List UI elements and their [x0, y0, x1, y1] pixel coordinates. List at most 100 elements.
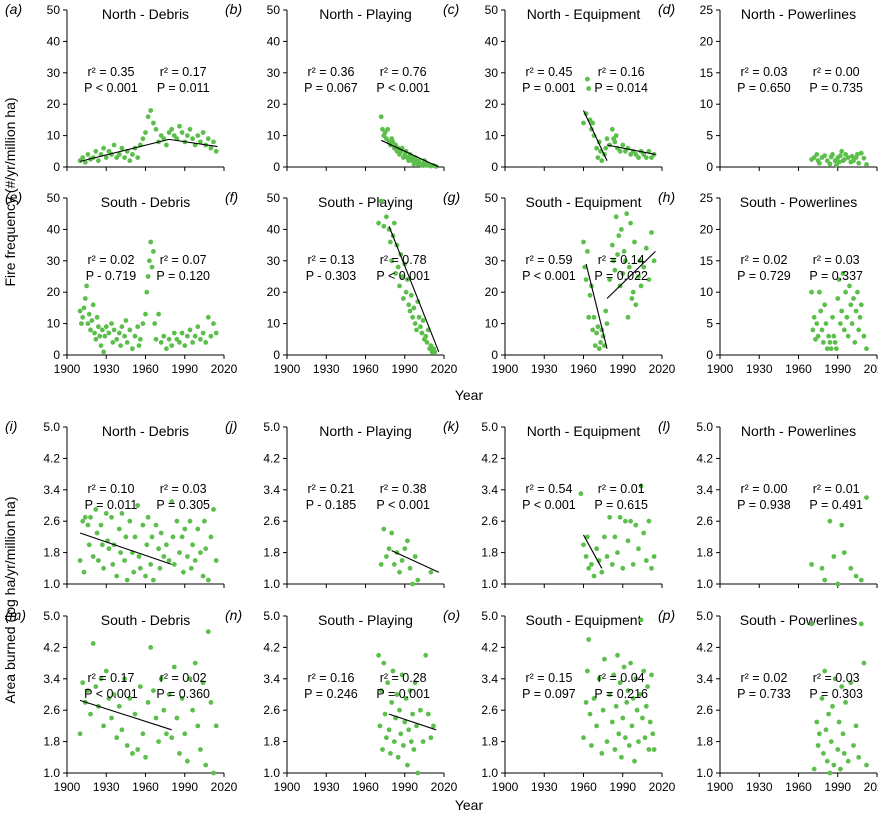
x-tick-label: 2020: [864, 362, 878, 376]
y-tick-label: 20: [485, 97, 499, 111]
y-tick-label: 1.8: [481, 546, 498, 560]
data-point: [174, 715, 180, 721]
data-point: [208, 145, 214, 151]
data-point: [822, 302, 828, 308]
y-tick-label: 1.8: [481, 735, 498, 749]
data-point: [153, 126, 159, 132]
data-point: [633, 302, 639, 308]
data-point: [641, 264, 647, 270]
data-point: [386, 727, 392, 733]
data-point: [630, 289, 636, 295]
data-point: [143, 754, 148, 760]
data-point: [122, 155, 127, 161]
data-point: [166, 130, 172, 135]
panel-p: 1.0 1.8 2.6 3.4 4.2 5.0 1900 1930 1960 1990 2020 (p…: [658, 607, 878, 794]
panel-title: North - Debris: [102, 6, 189, 22]
data-point: [595, 324, 601, 330]
x-tick-label: 1960: [785, 362, 812, 376]
data-point: [629, 296, 635, 301]
data-point: [171, 330, 177, 336]
data-point: [651, 554, 657, 559]
data-point: [823, 727, 829, 733]
panel-letter: (p): [658, 607, 675, 623]
panel-letter: (b): [225, 1, 242, 17]
r2-label: r² = 0.07: [160, 253, 207, 267]
x-tick-label: 1990: [609, 780, 636, 794]
y-tick-label: 4.2: [43, 640, 60, 654]
data-point: [628, 660, 633, 666]
p-value-label: P = 0.337: [809, 269, 863, 283]
data-point: [843, 700, 848, 705]
data-point: [130, 751, 135, 756]
y-tick-label: 30: [267, 66, 281, 80]
y-tick-label: 40: [47, 222, 61, 236]
data-point: [140, 522, 146, 528]
data-point: [381, 526, 387, 532]
data-point: [841, 157, 847, 162]
data-point: [156, 739, 162, 744]
data-point: [412, 680, 418, 686]
data-point: [213, 723, 219, 729]
data-point: [629, 723, 635, 729]
data-point: [839, 522, 845, 528]
data-point: [411, 161, 417, 167]
x-tick-label: 1900: [274, 362, 301, 376]
data-point: [810, 327, 816, 333]
panel-l: 1.0 1.8 2.6 3.4 4.2 5.0 (l) North - Powerlines r…: [658, 418, 878, 591]
data-point: [416, 314, 422, 320]
data-point: [89, 318, 95, 323]
data-point: [414, 327, 419, 333]
data-point: [616, 731, 622, 737]
trend-line: [585, 263, 608, 349]
y-tick-label: 30: [47, 254, 61, 268]
data-point: [127, 696, 133, 701]
y-tick-label: 30: [47, 66, 61, 80]
data-point: [202, 518, 207, 524]
data-point: [583, 277, 589, 282]
data-point: [406, 302, 412, 308]
data-point: [382, 130, 388, 135]
data-point: [419, 330, 425, 336]
data-point: [609, 562, 615, 567]
data-point: [171, 664, 177, 670]
y-tick-label: 5.0: [43, 420, 60, 434]
data-point: [596, 676, 602, 682]
data-point: [814, 321, 820, 326]
data-point: [182, 526, 188, 532]
data-point: [169, 126, 175, 132]
y-tick-label: 10: [267, 129, 281, 143]
data-point: [103, 511, 109, 516]
y-tick-label: 1.8: [43, 546, 60, 560]
data-point: [630, 562, 636, 567]
x-axis-label-top: Year: [455, 387, 484, 403]
p-value-label: P < 0.001: [376, 498, 430, 512]
data-point: [401, 296, 406, 301]
data-point: [809, 621, 814, 627]
y-tick-label: 50: [485, 3, 499, 17]
data-point: [855, 152, 860, 157]
data-point: [592, 343, 598, 348]
data-point: [817, 731, 822, 737]
data-point: [393, 271, 398, 276]
data-point: [389, 530, 395, 536]
panel-j: 1.0 1.8 2.6 3.4 4.2 5.0 (j) North - Playing r² =…: [225, 418, 445, 591]
data-point: [408, 739, 414, 744]
data-point: [852, 340, 858, 345]
data-point: [834, 346, 839, 352]
r2-label: r² = 0.02: [741, 671, 788, 685]
data-point: [827, 518, 833, 524]
p-value-label: P < 0.001: [522, 498, 576, 512]
data-point: [824, 758, 830, 764]
x-tick-label: 2020: [431, 362, 458, 376]
data-point: [137, 684, 143, 689]
data-point: [819, 565, 825, 571]
data-point: [382, 711, 388, 717]
y-tick-label: 30: [485, 66, 499, 80]
data-point: [811, 155, 817, 161]
y-tick-label: 5.0: [481, 420, 498, 434]
trend-line: [168, 138, 218, 148]
data-point: [594, 546, 599, 552]
data-point: [127, 518, 133, 524]
data-point: [586, 637, 592, 642]
data-point: [604, 554, 610, 559]
